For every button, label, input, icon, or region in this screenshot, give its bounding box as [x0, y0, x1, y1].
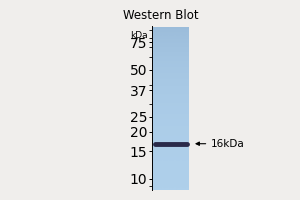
- Text: 16kDa: 16kDa: [211, 139, 244, 149]
- Text: Western Blot: Western Blot: [124, 9, 199, 22]
- Text: kDa: kDa: [130, 31, 148, 40]
